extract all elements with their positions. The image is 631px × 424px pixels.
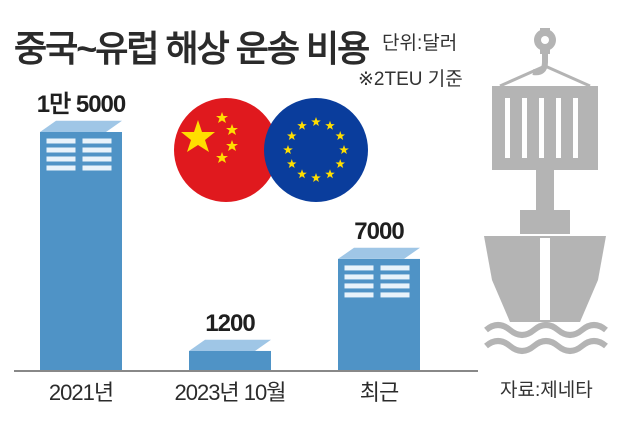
cargo-ship-icon xyxy=(484,28,608,354)
chart-title: 중국~유럽 해상 운송 비용 xyxy=(14,28,370,69)
category-label: 최근 xyxy=(360,380,399,405)
bar-3 xyxy=(338,247,420,370)
unit-label: 단위:달러 xyxy=(382,33,458,54)
box-stack-icon xyxy=(343,264,411,299)
china-flag-icon xyxy=(174,98,278,202)
value-label: 1만 5000 xyxy=(37,91,126,118)
note-label: ※2TEU 기준 xyxy=(358,69,463,90)
eu-star xyxy=(325,120,335,130)
bar-2 xyxy=(189,339,271,370)
eu-star xyxy=(287,131,297,140)
eu-star xyxy=(287,159,297,168)
source-label: 자료:제네타 xyxy=(500,380,593,401)
category-label: 2021년 xyxy=(49,380,113,405)
category-label: 2023년 10월 xyxy=(174,380,285,405)
eu-star xyxy=(297,120,307,130)
box-stack-icon xyxy=(45,137,113,172)
eu-star xyxy=(311,117,321,126)
value-label: 7000 xyxy=(354,218,404,245)
eu-star xyxy=(283,145,293,154)
eu-star xyxy=(325,169,335,179)
bar-1 xyxy=(40,120,122,370)
eu-star xyxy=(335,131,345,140)
eu-star xyxy=(311,173,321,182)
x-axis-baseline xyxy=(14,370,478,372)
eu-flag-icon xyxy=(264,98,368,202)
eu-star xyxy=(335,159,345,168)
value-label: 1200 xyxy=(205,310,255,337)
eu-star xyxy=(339,145,349,154)
eu-star xyxy=(297,169,307,179)
